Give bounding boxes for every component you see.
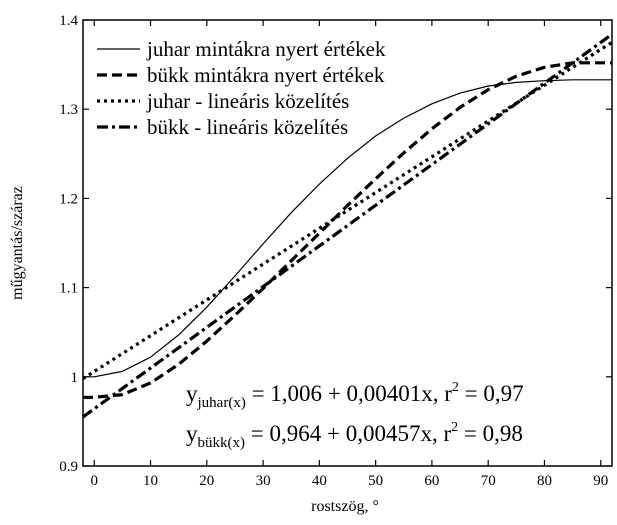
legend-label: juhar - lineáris közelítés xyxy=(146,89,349,113)
y-tick-label: 1.3 xyxy=(59,102,78,118)
x-ticks: 0 10 20 30 40 50 60 70 80 90 xyxy=(91,20,608,489)
x-tick-label: 40 xyxy=(312,473,327,489)
x-tick-label: 10 xyxy=(143,473,158,489)
y-ticks: 0.9 1 1.1 1.2 1.3 1.4 xyxy=(59,13,612,475)
y-tick-label: 1.4 xyxy=(59,13,78,29)
equation-text: yjuhar(x) = 1,006 + 0,00401x, r2 = 0,97 xyxy=(186,380,524,411)
series-line-dashdot xyxy=(82,33,613,419)
x-tick-label: 80 xyxy=(537,473,552,489)
regression-equations: yjuhar(x) = 1,006 + 0,00401x, r2 = 0,97 y… xyxy=(186,380,524,451)
y-tick-label: 1 xyxy=(71,370,79,386)
x-tick-label: 90 xyxy=(593,473,608,489)
x-tick-label: 70 xyxy=(481,473,496,489)
x-tick-label: 0 xyxy=(91,473,99,489)
plot-frame xyxy=(82,19,613,467)
series-layer xyxy=(82,33,613,419)
y-axis-title: műgyantás/száraz xyxy=(9,186,26,300)
x-tick-label: 50 xyxy=(368,473,383,489)
equation-text: ybükk(x) = 0,964 + 0,00457x, r2 = 0,98 xyxy=(186,420,523,451)
y-tick-label: 1.1 xyxy=(59,281,78,297)
x-tick-label: 60 xyxy=(424,473,439,489)
y-tick-label: 1.2 xyxy=(59,191,78,207)
x-axis-title: rostszög, ° xyxy=(311,498,379,515)
series-line-solid xyxy=(83,79,612,378)
legend-label: bükk mintákra nyert értékek xyxy=(147,63,385,87)
legend-label: juhar mintákra nyert értékek xyxy=(146,37,386,61)
y-tick-label: 0.9 xyxy=(59,459,78,475)
x-tick-label: 30 xyxy=(256,473,271,489)
x-tick-label: 20 xyxy=(199,473,214,489)
legend-label: bükk - lineáris közelítés xyxy=(147,115,348,139)
